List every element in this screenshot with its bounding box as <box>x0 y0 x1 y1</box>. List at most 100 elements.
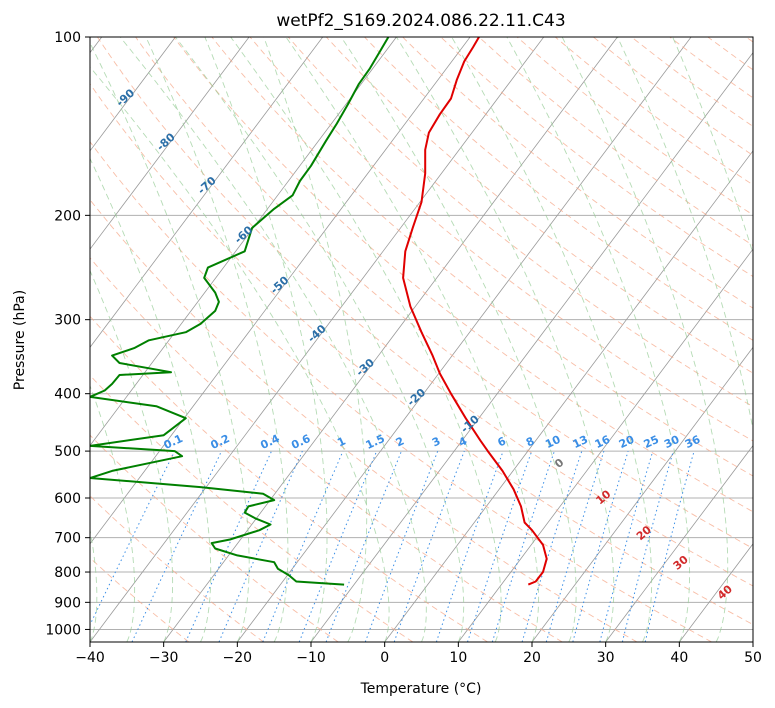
dewpoint-profile-line <box>90 37 390 586</box>
moist-adiabat-line <box>90 269 174 642</box>
mixing-ratio-line <box>491 450 555 642</box>
y-tick-label: 700 <box>54 531 81 547</box>
mixing-ratio-line <box>131 450 223 642</box>
dry-adiabat-label: 40 <box>715 582 735 602</box>
mixing-ratio-line <box>364 450 439 642</box>
moist-adiabat-line <box>119 37 427 642</box>
mixing-ratio-label: 1.5 <box>364 432 387 452</box>
mixing-ratio-line <box>521 450 583 642</box>
moist-adiabat-line <box>451 37 653 642</box>
dry-adiabat-line <box>745 37 753 43</box>
isotherm-line <box>384 150 753 642</box>
moist-adiabat-line <box>340 37 577 642</box>
mixing-ratio-line <box>262 450 344 642</box>
dry-adiabat-line <box>402 37 753 309</box>
mixing-ratio-label: 1 <box>335 434 347 449</box>
moist-adiabat-line <box>175 37 465 642</box>
isotherm-line <box>90 37 324 348</box>
dry-adiabat-line <box>287 37 753 408</box>
dry-adiabat-line <box>516 37 753 216</box>
moist-adiabat-line <box>506 37 691 642</box>
moist-adiabat-line <box>90 157 212 642</box>
moist-adiabat-line <box>616 37 753 642</box>
dry-adiabat-line <box>440 37 753 278</box>
mixing-ratio-label: 0.6 <box>289 432 312 452</box>
mixing-ratio-line <box>572 450 629 642</box>
isotherm-line <box>605 444 753 642</box>
x-tick-label: −30 <box>149 650 179 666</box>
moist-adiabat-line <box>90 384 136 642</box>
isotherm-label: -20 <box>405 386 429 409</box>
temperature-profile-line <box>402 37 548 586</box>
isotherm-line <box>90 37 176 152</box>
x-tick-label: 20 <box>523 650 541 666</box>
y-tick-label: 800 <box>54 565 81 581</box>
dry-adiabat-line <box>90 374 414 642</box>
isotherm-label: -90 <box>114 86 138 109</box>
dry-adiabat-label: 30 <box>671 553 691 573</box>
y-tick-label: 900 <box>54 595 81 611</box>
mixing-ratio-label: 0.4 <box>258 432 281 452</box>
y-tick-label: 400 <box>54 387 81 403</box>
x-tick-label: 40 <box>670 650 688 666</box>
mixing-ratio-line <box>393 450 465 642</box>
isotherm-label: -50 <box>268 273 292 296</box>
x-tick-label: −20 <box>223 650 253 666</box>
mixing-ratio-line <box>218 450 303 642</box>
isotherm-label: -70 <box>195 174 219 197</box>
x-tick-label: −40 <box>75 650 105 666</box>
dry-adiabat-line <box>555 37 753 186</box>
y-tick-label: 200 <box>54 208 81 224</box>
y-tick-label: 1000 <box>45 622 81 638</box>
mixing-ratio-line <box>435 450 504 642</box>
isotherm-line <box>90 37 471 545</box>
x-tick-label: −10 <box>296 650 326 666</box>
mixing-ratio-label: 36 <box>683 433 703 451</box>
moist-adiabat-line <box>230 37 502 642</box>
mixing-ratio-line <box>621 450 674 642</box>
moist-adiabat-line <box>396 37 615 642</box>
plot-frame <box>89 36 754 643</box>
isotherm-line <box>90 37 250 250</box>
isotherm-label: -30 <box>354 356 378 379</box>
x-axis-label: Temperature (°C) <box>360 681 482 697</box>
mixing-ratio-label: 4 <box>457 434 470 449</box>
chart-title: wetPf2_S169.2024.086.22.11.C43 <box>276 11 565 31</box>
mixing-ratio-label: 0.2 <box>209 432 232 452</box>
mixing-ratio-label: 20 <box>617 433 637 451</box>
moist-adiabat-line <box>285 37 540 642</box>
mixing-ratio-line <box>185 450 272 642</box>
mixing-ratio-line <box>90 450 176 627</box>
moist-adiabat-line <box>90 66 390 642</box>
moist-adiabat-line <box>561 37 729 642</box>
mixing-ratio-line <box>545 450 605 642</box>
moist-adiabat-line <box>90 527 98 642</box>
mixing-ratio-label: 30 <box>662 433 682 451</box>
mixing-ratio-label: 3 <box>430 434 442 449</box>
moist-adiabat-line <box>672 37 753 255</box>
isotherm-line <box>752 641 753 642</box>
mixing-ratio-label: 25 <box>642 433 661 451</box>
dry-adiabat-line <box>173 37 753 513</box>
moist-adiabat-line <box>263 37 368 642</box>
dry-adiabat-line <box>325 37 753 374</box>
mixing-ratio-label: 13 <box>571 433 590 451</box>
mixing-ratio-line <box>298 450 378 642</box>
x-tick-label: 0 <box>380 650 389 666</box>
dry-adiabat-line <box>478 37 753 246</box>
isotherm-line <box>163 37 618 642</box>
dry-adiabat-line <box>211 37 753 477</box>
dry-adiabat-line <box>707 37 753 71</box>
x-tick-label: 30 <box>597 650 615 666</box>
dry-adiabat-line <box>90 199 638 642</box>
dry-adiabat-line <box>90 141 712 642</box>
mixing-ratio-line <box>644 450 695 642</box>
mixing-ratio-line <box>599 450 654 642</box>
y-tick-label: 300 <box>54 313 81 329</box>
moist-adiabat-line <box>90 41 250 642</box>
x-tick-label: 50 <box>744 650 762 666</box>
moist-adiabat-line <box>145 37 289 642</box>
dry-adiabat-label: 20 <box>634 523 654 543</box>
isotherm-label: -80 <box>154 130 178 153</box>
